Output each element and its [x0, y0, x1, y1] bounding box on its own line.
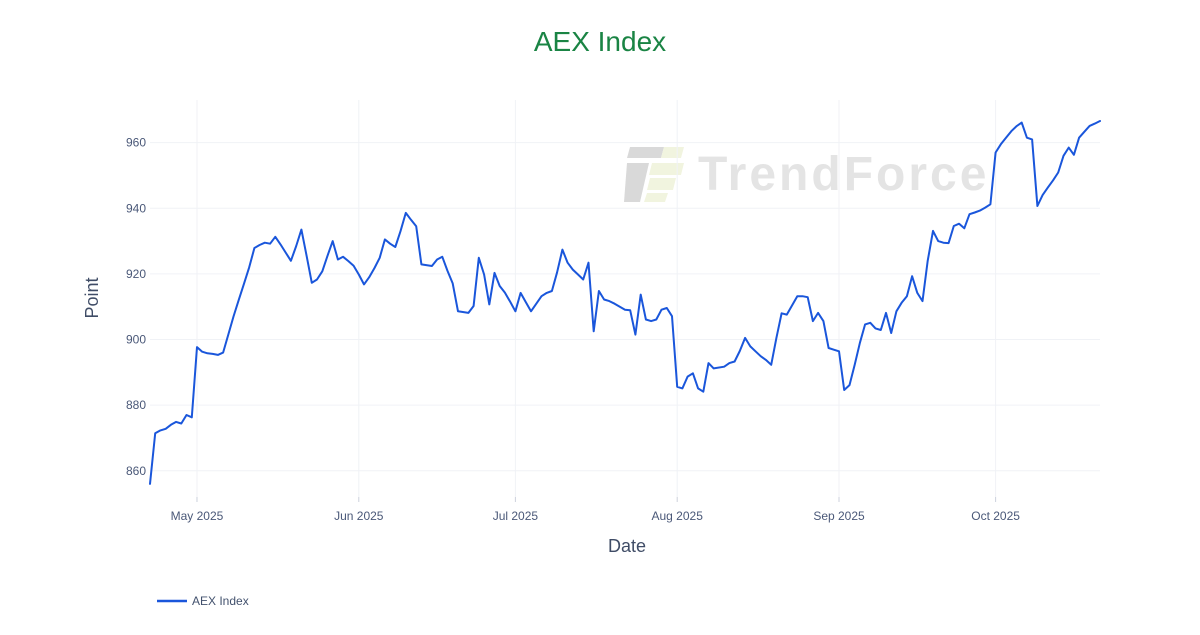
logo-bar-top-gray: [627, 147, 664, 158]
y-tick-label: 880: [126, 398, 146, 412]
x-tick-label: May 2025: [171, 509, 224, 523]
x-tick-label: Aug 2025: [652, 509, 704, 523]
trendforce-watermark: TrendForce: [624, 147, 989, 202]
logo-arm-middle: [647, 178, 676, 190]
legend-label[interactable]: AEX Index: [192, 594, 249, 608]
logo-bar-top-green: [661, 147, 684, 158]
trendforce-logo-icon: [624, 147, 684, 202]
y-axis-title: Point: [82, 277, 102, 318]
y-tick-label: 920: [126, 267, 146, 281]
x-tick-label: Jul 2025: [493, 509, 539, 523]
x-axis-title: Date: [608, 536, 646, 556]
watermark-text: TrendForce: [698, 148, 989, 201]
gridlines: [150, 100, 1100, 497]
y-tick-label: 940: [126, 201, 146, 215]
x-tick-label: Jun 2025: [334, 509, 384, 523]
y-tick-label: 960: [126, 136, 146, 150]
chart-title: AEX Index: [534, 26, 666, 57]
y-tick-label: 860: [126, 464, 146, 478]
axis-tick-labels: 860 880 900 920 940 960 May 2025 Jun 2025 Jul 20…: [126, 136, 1020, 523]
legend[interactable]: AEX Index: [157, 594, 249, 608]
x-tick-label: Sep 2025: [813, 509, 865, 523]
logo-stem-gray: [624, 163, 649, 202]
axis-ticks: [196, 497, 997, 502]
x-tick-label: Oct 2025: [971, 509, 1020, 523]
logo-arm-upper: [649, 163, 684, 175]
logo-arm-lower: [644, 193, 668, 202]
y-tick-label: 900: [126, 333, 146, 347]
aex-series-line: [149, 120, 1101, 485]
